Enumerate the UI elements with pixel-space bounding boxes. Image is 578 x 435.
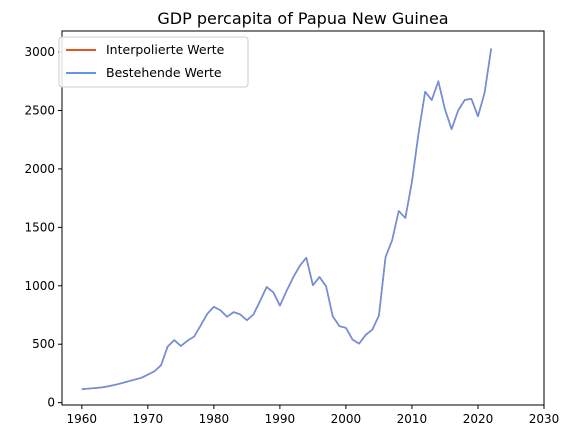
y-tick-label: 500	[32, 337, 55, 351]
x-tick-label: 2000	[331, 412, 362, 426]
legend-label-existing: Bestehende Werte	[106, 65, 222, 80]
legend: Interpolierte Werte Bestehende Werte	[58, 36, 249, 88]
y-tick-label: 1000	[24, 279, 55, 293]
y-tick-label: 0	[47, 396, 55, 410]
y-tick-label: 2500	[24, 103, 55, 117]
x-tick-label: 2020	[463, 412, 494, 426]
plot-frame	[61, 30, 545, 406]
series-line-existing	[81, 48, 492, 391]
chart-title: GDP percapita of Papua New Guinea	[157, 9, 448, 28]
x-tick-label: 1970	[133, 412, 164, 426]
y-tick-label: 3000	[24, 45, 55, 59]
y-tick-label: 1500	[24, 220, 55, 234]
y-tick-label: 2000	[24, 162, 55, 176]
x-tick-label: 2010	[397, 412, 428, 426]
x-tick-label: 2030	[529, 412, 560, 426]
plot-layer	[81, 48, 492, 391]
x-tick-label: 1960	[67, 412, 98, 426]
axis-layer: 1960 1970 1980 1990 2000 2010 2020 2030 0 500 1000…	[24, 45, 559, 426]
series-line-interpolated	[81, 48, 492, 391]
x-tick-label: 1980	[199, 412, 230, 426]
legend-label-interpolated: Interpolierte Werte	[106, 42, 225, 57]
legend-box	[58, 36, 249, 88]
x-tick-label: 1990	[265, 412, 296, 426]
